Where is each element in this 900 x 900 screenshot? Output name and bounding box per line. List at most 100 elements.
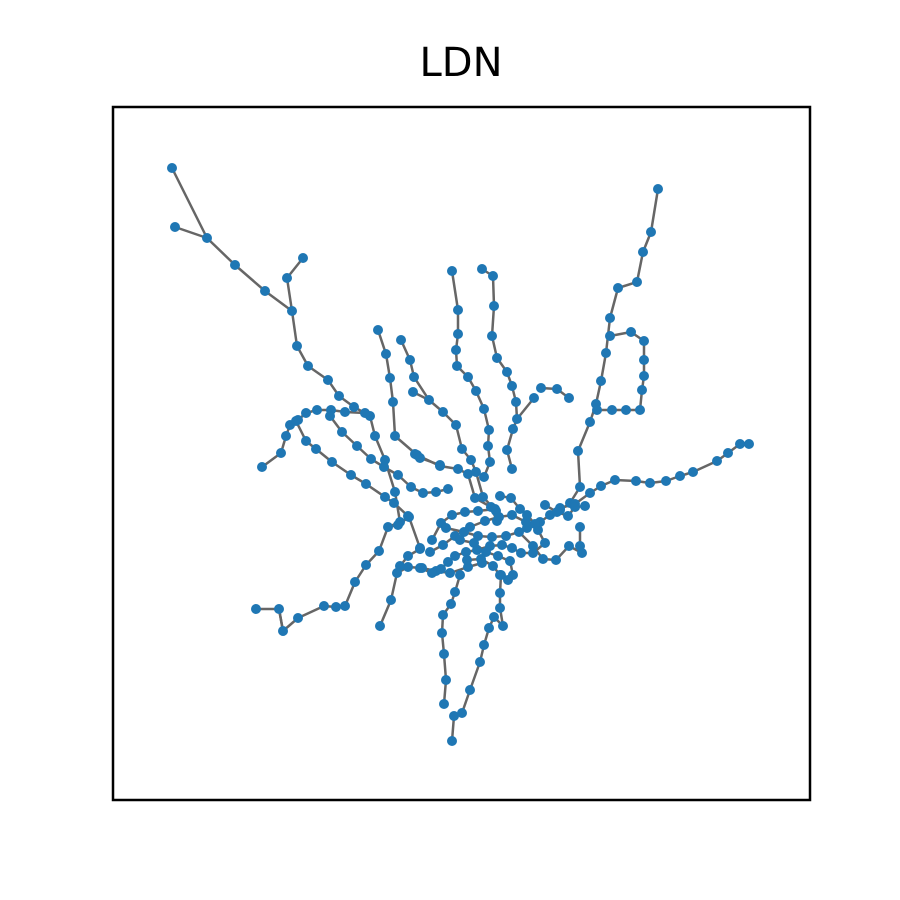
station-node — [495, 588, 505, 598]
station-node — [479, 640, 489, 650]
station-node — [515, 504, 525, 514]
station-node — [453, 464, 463, 474]
station-node — [437, 628, 447, 638]
station-node — [459, 527, 469, 537]
edge — [635, 250, 645, 284]
station-node — [424, 395, 434, 405]
station-node — [580, 501, 590, 511]
station-node — [390, 487, 400, 497]
station-node — [575, 522, 585, 532]
station-node — [712, 456, 722, 466]
edge-layer — [170, 166, 751, 743]
edge — [576, 420, 592, 453]
station-node — [564, 541, 574, 551]
station-node — [507, 510, 517, 520]
edge — [233, 263, 267, 293]
station-node — [393, 520, 403, 530]
station-node — [538, 554, 548, 564]
station-node — [495, 491, 505, 501]
axes-frame — [111, 105, 812, 802]
station-node — [487, 532, 497, 542]
edge — [649, 187, 660, 234]
station-node — [469, 538, 479, 548]
station-node — [447, 510, 457, 520]
station-node — [312, 405, 322, 415]
station-node — [374, 546, 384, 556]
station-node — [564, 393, 574, 403]
station-node — [592, 405, 602, 415]
station-node — [463, 372, 473, 382]
station-node — [455, 535, 465, 545]
station-node — [495, 570, 505, 580]
station-node — [688, 467, 698, 477]
station-node — [552, 384, 562, 394]
station-node — [337, 427, 347, 437]
station-node — [327, 457, 337, 467]
station-node — [319, 601, 329, 611]
station-node — [409, 372, 419, 382]
station-node — [441, 523, 451, 533]
station-node — [489, 301, 499, 311]
station-node — [610, 475, 620, 485]
station-node — [390, 431, 400, 441]
station-node — [281, 431, 291, 441]
station-node — [388, 397, 398, 407]
station-node — [361, 560, 371, 570]
station-node — [446, 599, 456, 609]
station-node — [453, 305, 463, 315]
node-layer — [167, 163, 754, 746]
station-node — [605, 313, 615, 323]
station-node — [575, 482, 585, 492]
station-node — [626, 327, 636, 337]
station-node — [471, 467, 481, 477]
station-node — [427, 568, 437, 578]
station-node — [495, 603, 505, 613]
station-node — [425, 547, 435, 557]
station-node — [436, 564, 446, 574]
station-node — [552, 507, 562, 517]
station-node — [601, 348, 611, 358]
station-node — [530, 519, 540, 529]
edge — [263, 289, 294, 313]
station-node — [494, 512, 504, 522]
station-node — [418, 488, 428, 498]
station-node — [639, 371, 649, 381]
station-node — [406, 482, 416, 492]
station-node — [385, 373, 395, 383]
station-node — [653, 184, 663, 194]
edge — [170, 166, 209, 240]
station-node — [638, 247, 648, 257]
station-node — [445, 568, 455, 578]
station-node — [607, 405, 617, 415]
station-node — [507, 464, 517, 474]
station-node — [490, 504, 500, 514]
station-node — [301, 436, 311, 446]
station-node — [325, 411, 335, 421]
station-node — [637, 385, 647, 395]
station-node — [170, 222, 180, 232]
station-node — [293, 613, 303, 623]
station-node — [370, 431, 380, 441]
station-node — [505, 556, 515, 566]
station-node — [287, 306, 297, 316]
station-node — [366, 454, 376, 464]
station-node — [331, 602, 341, 612]
station-node — [441, 675, 451, 685]
station-node — [340, 601, 350, 611]
station-node — [427, 535, 437, 545]
station-node — [396, 335, 406, 345]
station-node — [536, 383, 546, 393]
station-node — [460, 507, 470, 517]
station-node — [502, 367, 512, 377]
station-node — [675, 471, 685, 481]
edge — [576, 449, 582, 489]
station-node — [439, 699, 449, 709]
station-node — [375, 621, 385, 631]
station-node — [349, 402, 359, 412]
station-node — [528, 548, 538, 558]
station-node — [488, 561, 498, 571]
edge — [407, 515, 422, 550]
station-node — [350, 577, 360, 587]
station-node — [466, 455, 476, 465]
station-node — [487, 331, 497, 341]
